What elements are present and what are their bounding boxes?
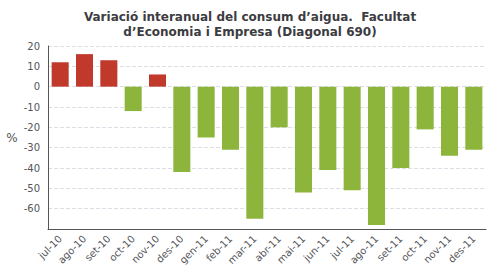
svg-text:set-10: set-10 (83, 233, 113, 263)
svg-text:-10: -10 (24, 102, 40, 113)
svg-text:-40: -40 (24, 163, 40, 174)
svg-text:gen-11: gen-11 (177, 233, 210, 266)
svg-text:jul-11: jul-11 (328, 233, 357, 261)
svg-text:10: 10 (27, 61, 40, 72)
svg-text:0: 0 (34, 81, 40, 92)
svg-text:mar-11: mar-11 (226, 233, 259, 266)
svg-text:20: 20 (27, 41, 40, 52)
svg-text:feb-11: feb-11 (203, 233, 235, 264)
svg-text:des-11: des-11 (446, 233, 478, 265)
svg-text:Variació interanual del consum: Variació interanual del consum d’aigua. … (84, 10, 417, 24)
svg-text:ago-10: ago-10 (56, 233, 89, 266)
svg-text:oct-10: oct-10 (106, 233, 138, 264)
svg-text:set-11: set-11 (375, 233, 405, 263)
svg-text:abr-11: abr-11 (252, 233, 284, 264)
svg-text:-20: -20 (24, 122, 40, 133)
svg-text:d’Economia i Empresa (Diagonal: d’Economia i Empresa (Diagonal 690) (123, 25, 376, 39)
svg-text:jul-10: jul-10 (36, 233, 65, 261)
svg-text:nov-11: nov-11 (421, 233, 454, 266)
svg-text:-50: -50 (24, 183, 40, 194)
svg-text:oct-11: oct-11 (398, 233, 430, 264)
svg-text:%: % (6, 131, 17, 145)
svg-text:mai-11: mai-11 (275, 233, 307, 265)
svg-text:des-10: des-10 (153, 233, 186, 265)
svg-text:-60: -60 (24, 203, 40, 214)
svg-text:ago-11: ago-11 (348, 233, 381, 266)
svg-text:jun-11: jun-11 (301, 233, 332, 264)
svg-text:nov-10: nov-10 (129, 233, 162, 266)
svg-text:-30: -30 (24, 142, 40, 153)
